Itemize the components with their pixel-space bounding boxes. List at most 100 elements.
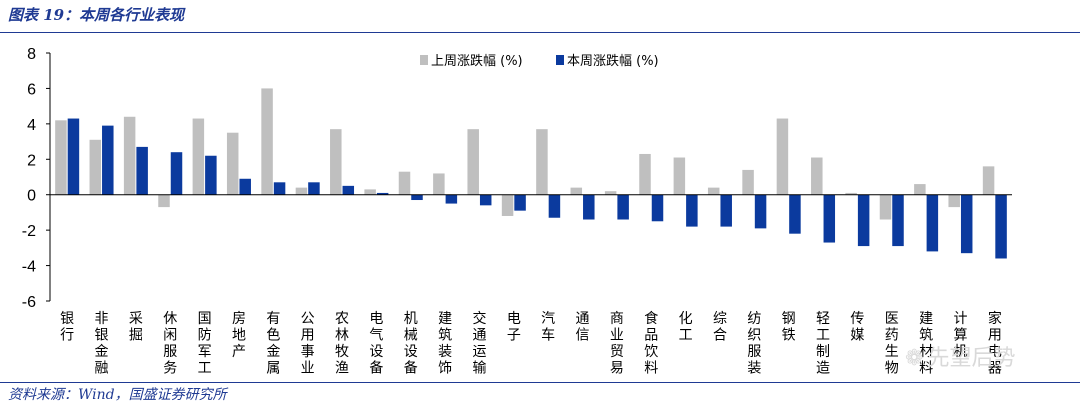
x-tick-label: 电气设备 (369, 311, 383, 377)
bar-this-week (583, 194, 595, 220)
y-tick-label: 0 (27, 188, 36, 205)
x-tick-label: 银行 (60, 311, 74, 344)
industry-performance-chart: 8 6 4 2 0 -2 -4 -6 银行 非银金融 采掘 休闲服务 国防军工 房地产 有色金属 公用事业 农… (22, 46, 1012, 377)
legend: 上周涨跌幅 (%) 本周涨跌幅 (%) (420, 53, 659, 69)
bar-last-week (776, 118, 789, 195)
bar-this-week (720, 194, 732, 227)
x-tick-label: 纺织服装 (747, 311, 761, 377)
bar-last-week (226, 132, 239, 195)
bar-last-week (89, 139, 102, 195)
watermark-text: 先望后势 (927, 346, 1016, 371)
x-tick-label: 采掘 (129, 311, 143, 344)
bar-this-week (651, 194, 664, 222)
bar-last-week (433, 173, 445, 195)
bar-last-week (467, 129, 479, 195)
bar-last-week (123, 116, 136, 195)
y-tick-label: 8 (27, 46, 36, 63)
x-tick-label: 非银金融 (95, 311, 109, 377)
bar-this-week (376, 192, 389, 195)
wechat-icon: ❁ (905, 346, 924, 371)
bar-this-week (548, 194, 561, 218)
y-tick-label: 2 (27, 152, 36, 169)
bar-this-week (754, 194, 767, 229)
x-tick-label: 食品饮料 (644, 310, 658, 377)
top-divider (0, 32, 1080, 33)
bar-last-week (673, 157, 686, 195)
bar-last-week (570, 187, 583, 195)
x-tick-label: 钢铁 (782, 311, 796, 344)
x-tick-label: 交通运输 (472, 310, 486, 377)
bar-this-week (789, 194, 801, 234)
bar-last-week (742, 169, 754, 195)
bar-this-week (205, 155, 217, 195)
bar-last-week (536, 129, 548, 195)
y-tick-label: -2 (22, 223, 36, 240)
bar-this-week (686, 194, 698, 227)
x-tick-label: 医药生物 (885, 311, 899, 377)
bar-this-week (67, 118, 80, 195)
bar-last-week (707, 187, 720, 195)
x-tick-label: 综合 (713, 311, 727, 344)
bar-this-week (273, 182, 286, 195)
x-tick-label: 汽车 (541, 311, 555, 344)
bar-last-week (948, 194, 960, 208)
legend-swatch (420, 55, 428, 65)
bar-this-week (857, 194, 870, 247)
page-title: 图表 19：本周各行业表现 (8, 6, 185, 24)
bar-last-week (811, 157, 823, 195)
x-tick-label: 房地产 (232, 311, 246, 360)
x-tick-label: 国防军工 (198, 311, 212, 377)
bar-this-week (102, 125, 114, 195)
bar-this-week (239, 178, 251, 195)
x-tick-label: 公用事业 (301, 311, 315, 377)
bar-this-week (892, 194, 904, 247)
bar-this-week (514, 194, 526, 211)
bar-last-week (982, 166, 995, 195)
watermark: ❁ 先望后势 (905, 340, 1015, 372)
source-note: 资料来源：Wind，国盛证券研究所 (8, 387, 227, 403)
bar-last-week (639, 153, 651, 195)
bar-this-week (926, 194, 939, 252)
bar-last-week (845, 192, 857, 195)
bar-last-week (914, 184, 926, 195)
x-tick-label: 计算机 (953, 311, 967, 360)
legend-label: 上周涨跌幅 (%) (431, 53, 523, 69)
bar-this-week (479, 194, 492, 206)
bar-this-week (617, 194, 629, 220)
bar-this-week (960, 194, 973, 254)
bar-this-week (823, 194, 836, 243)
bar-last-week (295, 187, 308, 195)
bar-this-week (342, 185, 355, 195)
bar-last-week (604, 191, 617, 195)
bars-group (55, 88, 1007, 259)
bar-last-week (364, 189, 376, 195)
bar-last-week (330, 129, 342, 195)
y-tick-label: -6 (22, 294, 36, 311)
x-tick-label: 通信 (576, 311, 590, 344)
y-tick-label: 4 (27, 117, 36, 134)
bar-this-week (136, 146, 148, 195)
bar-last-week (501, 194, 514, 216)
x-tick-label: 有色金属 (266, 311, 280, 377)
bar-this-week (411, 194, 423, 201)
x-tick-label: 商业贸易 (610, 311, 624, 377)
bar-last-week (398, 171, 411, 195)
legend-label: 本周涨跌幅 (%) (567, 53, 659, 69)
x-tick-label: 建筑装饰 (438, 311, 452, 377)
bar-last-week (158, 194, 170, 208)
bar-last-week (261, 88, 273, 195)
y-tick-label: -4 (22, 259, 36, 276)
y-axis: 8 6 4 2 0 -2 -4 -6 (22, 46, 51, 311)
bar-last-week (55, 120, 67, 195)
bar-this-week (995, 194, 1007, 259)
legend-swatch (556, 55, 564, 65)
x-tick-label: 轻工制造 (816, 311, 830, 377)
bar-last-week (879, 194, 892, 220)
bar-this-week (170, 152, 183, 195)
x-tick-label: 电子 (507, 311, 521, 344)
x-tick-label: 休闲服务 (163, 311, 177, 377)
bar-last-week (192, 118, 205, 195)
y-tick-label: 6 (27, 81, 36, 98)
x-tick-label: 化工 (679, 311, 693, 344)
bar-this-week (308, 182, 320, 195)
